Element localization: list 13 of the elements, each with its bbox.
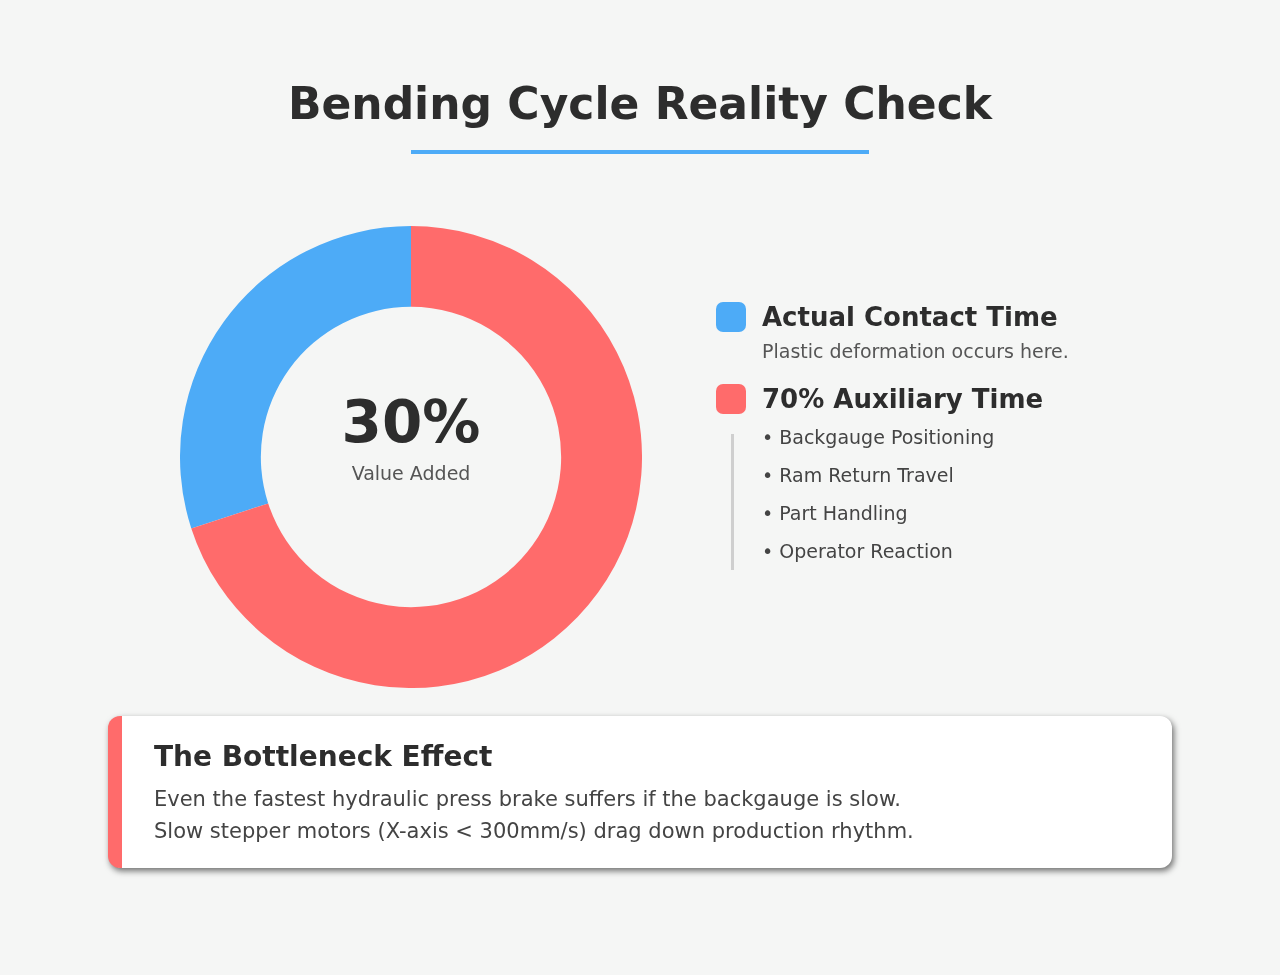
text: • Part Handling [762, 502, 909, 526]
text: • Ram Return Travel [762, 464, 955, 488]
chart-title: Bending Cycle Reality Check [286, 78, 994, 129]
text: The Bottleneck Effect [154, 740, 494, 773]
text: Plastic deformation occurs here. [762, 340, 1069, 362]
text: Even the fastest hydraulic press brake suffers if the backgauge is slow. [154, 787, 902, 811]
text: • Backgauge Positioning [762, 426, 996, 450]
legend-label: 70% Auxiliary Time [762, 384, 1044, 414]
text: Value Added [350, 462, 472, 484]
legend-label: Actual Contact Time [762, 302, 1058, 332]
data-label: 30% [340, 388, 482, 456]
text: • Operator Reaction [762, 540, 954, 564]
text: Slow stepper motors (X-axis < 300mm/s) drag down production rhythm. [154, 819, 915, 843]
